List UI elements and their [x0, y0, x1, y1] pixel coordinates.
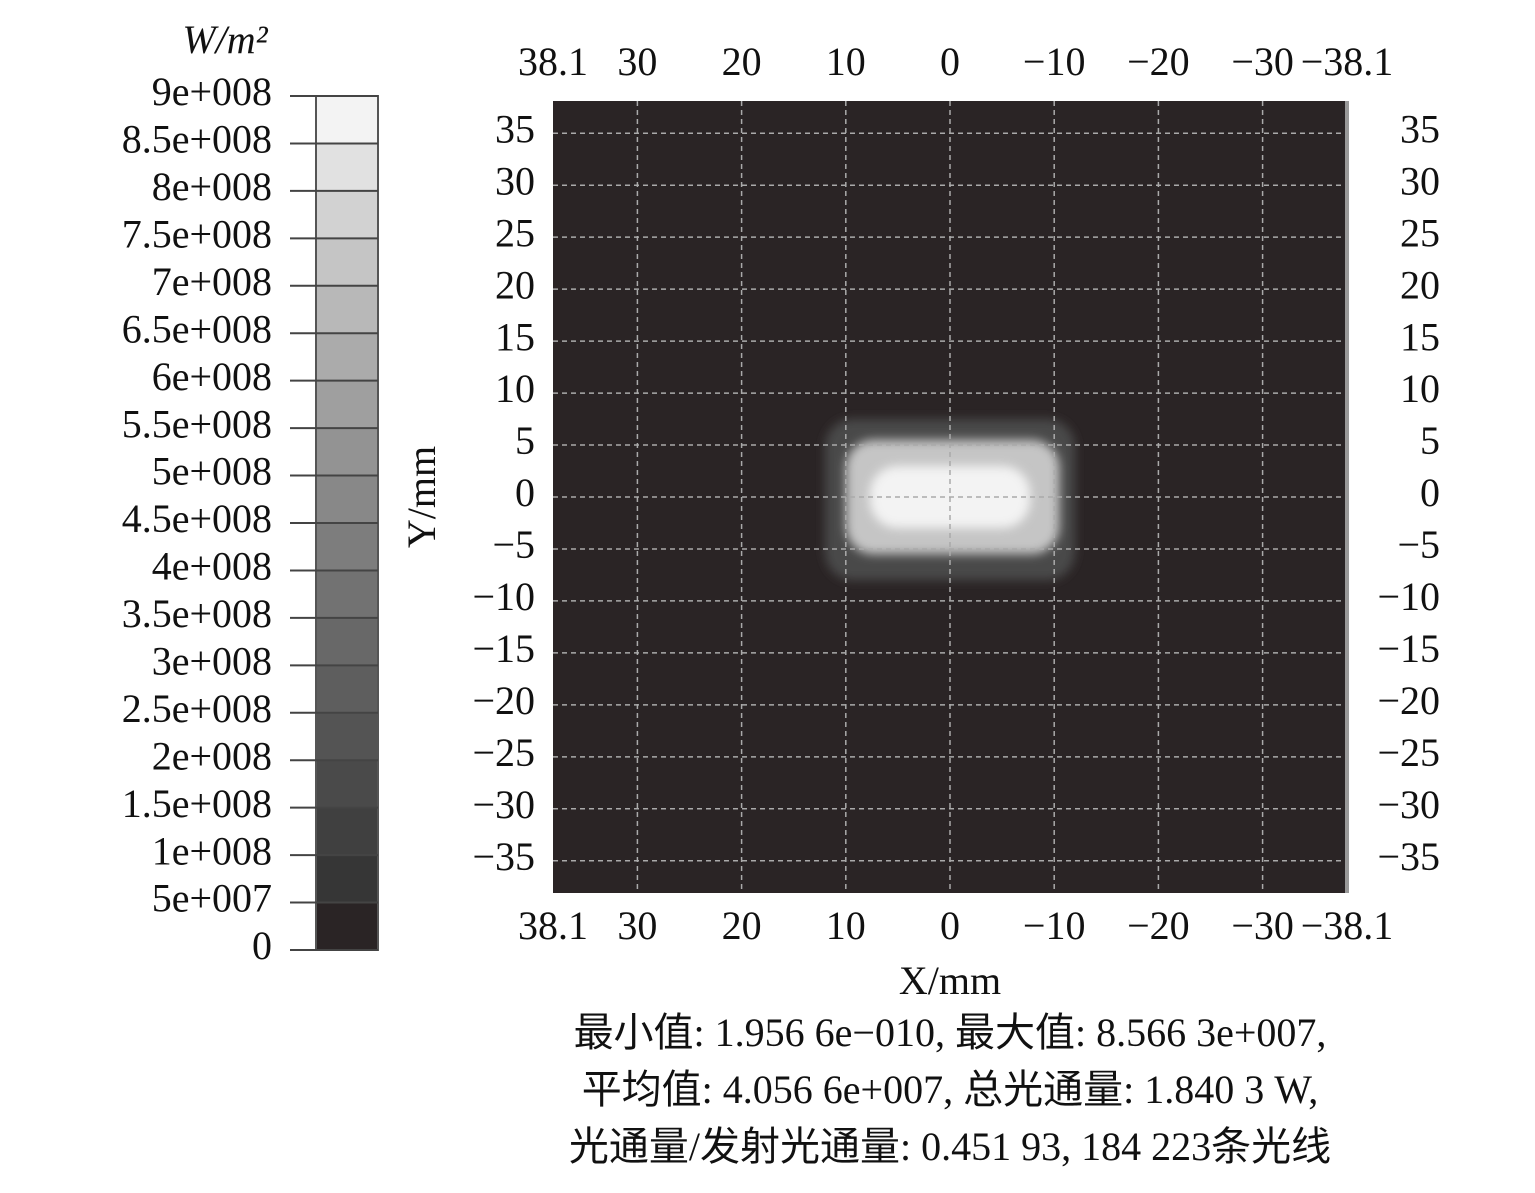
y-tick-label-right: −35	[1377, 834, 1440, 879]
y-tick-label-right: −25	[1377, 730, 1440, 775]
colorbar-tick-label: 8e+008	[152, 164, 272, 209]
y-tick-label-right: −30	[1377, 782, 1440, 827]
colorbar-tick-label: 2.5e+008	[122, 686, 272, 731]
x-tick-label-bottom: −30	[1231, 903, 1294, 948]
y-tick-label-left: −20	[472, 678, 535, 723]
y-tick-label-right: −20	[1377, 678, 1440, 723]
y-tick-label-right: 0	[1420, 470, 1440, 515]
colorbar-band	[316, 807, 378, 856]
x-tick-label-bottom: −20	[1127, 903, 1190, 948]
colorbar-band	[316, 760, 378, 808]
colorbar-band	[316, 617, 378, 666]
x-tick-label-bottom: 20	[722, 903, 762, 948]
y-tick-label-left: 15	[495, 314, 535, 359]
colorbar-label: W/m²	[182, 17, 268, 62]
colorbar-tick-label: 5.5e+008	[122, 401, 272, 446]
y-tick-label-left: 5	[515, 418, 535, 463]
y-tick-label-left: 30	[495, 158, 535, 203]
colorbar-band	[316, 333, 378, 381]
colorbar-tick-label: 7.5e+008	[122, 212, 272, 257]
y-tick-label-right: 15	[1400, 314, 1440, 359]
y-tick-label-right: 30	[1400, 158, 1440, 203]
y-tick-label-left: −10	[472, 574, 535, 619]
colorbar-tick-label: 0	[252, 923, 272, 968]
y-tick-label-right: 5	[1420, 418, 1440, 463]
y-tick-label-left: 20	[495, 262, 535, 307]
x-tick-label-top: 0	[940, 39, 960, 84]
colorbar-band	[316, 570, 378, 618]
y-tick-label-right: 25	[1400, 210, 1440, 255]
colorbar-band	[316, 475, 378, 523]
x-tick-label-top: 38.1	[518, 39, 588, 84]
y-axis-label: Y/mm	[399, 446, 444, 548]
x-tick-label-bottom: 30	[617, 903, 657, 948]
colorbar-band	[316, 96, 378, 144]
y-tick-label-left: −25	[472, 730, 535, 775]
y-tick-label-left: 0	[515, 470, 535, 515]
x-tick-label-bottom: 10	[826, 903, 866, 948]
y-tick-label-left: 25	[495, 210, 535, 255]
stats-note: 光通量/发射光通量: 0.451 93, 184 223条光线	[569, 1124, 1331, 1169]
x-tick-label-bottom: 38.1	[518, 903, 588, 948]
colorbar-tick-label: 7e+008	[152, 259, 272, 304]
y-tick-label-left: −30	[472, 782, 535, 827]
colorbar-band	[316, 428, 378, 476]
colorbar-tick-label: 4e+008	[152, 544, 272, 589]
colorbar-tick-label: 3.5e+008	[122, 591, 272, 636]
y-tick-label-right: 20	[1400, 262, 1440, 307]
stats-note: 最小值: 1.956 6e−010, 最大值: 8.566 3e+007,	[574, 1010, 1327, 1055]
colorbar-band	[316, 855, 378, 903]
y-tick-label-left: −35	[472, 834, 535, 879]
x-axis-label: X/mm	[899, 958, 1001, 1003]
colorbar-tick-label: 8.5e+008	[122, 117, 272, 162]
y-tick-label-left: 35	[495, 106, 535, 151]
y-tick-label-right: −15	[1377, 626, 1440, 671]
colorbar-band	[316, 380, 378, 429]
x-tick-label-bottom: −10	[1023, 903, 1086, 948]
colorbar-band	[316, 712, 378, 761]
colorbar-tick-label: 6.5e+008	[122, 306, 272, 351]
colorbar-tick-label: 4.5e+008	[122, 496, 272, 541]
colorbar-band	[316, 523, 378, 571]
stats-note: 平均值: 4.056 6e+007, 总光通量: 1.840 3 W,	[582, 1067, 1319, 1112]
colorbar-tick-label: 3e+008	[152, 639, 272, 684]
x-tick-label-top: −10	[1023, 39, 1086, 84]
y-tick-label-left: −15	[472, 626, 535, 671]
x-tick-label-bottom: 0	[940, 903, 960, 948]
y-tick-label-right: −10	[1377, 574, 1440, 619]
colorbar-band	[316, 238, 378, 286]
colorbar-band	[316, 190, 378, 239]
x-tick-label-top: 30	[617, 39, 657, 84]
y-tick-label-right: 35	[1400, 106, 1440, 151]
colorbar-band	[316, 902, 378, 950]
x-tick-label-bottom: −38.1	[1301, 903, 1394, 948]
colorbar-tick-label: 2e+008	[152, 733, 272, 778]
colorbar-tick-label: 6e+008	[152, 354, 272, 399]
colorbar-tick-label: 5e+008	[152, 449, 272, 494]
colorbar-band	[316, 143, 378, 191]
colorbar-tick-label: 5e+007	[152, 876, 272, 921]
y-tick-label-right: 10	[1400, 366, 1440, 411]
x-tick-label-top: −30	[1231, 39, 1294, 84]
x-tick-label-top: 10	[826, 39, 866, 84]
x-tick-label-top: −38.1	[1301, 39, 1394, 84]
colorbar-tick-label: 1e+008	[152, 828, 272, 873]
y-tick-label-right: −5	[1397, 522, 1440, 567]
colorbar-band	[316, 665, 378, 713]
colorbar-tick-label: 9e+008	[152, 69, 272, 114]
x-tick-label-top: 20	[722, 39, 762, 84]
y-tick-label-left: −5	[492, 522, 535, 567]
colorbar-tick-label: 1.5e+008	[122, 781, 272, 826]
y-tick-label-left: 10	[495, 366, 535, 411]
x-tick-label-top: −20	[1127, 39, 1190, 84]
colorbar-band	[316, 285, 378, 334]
